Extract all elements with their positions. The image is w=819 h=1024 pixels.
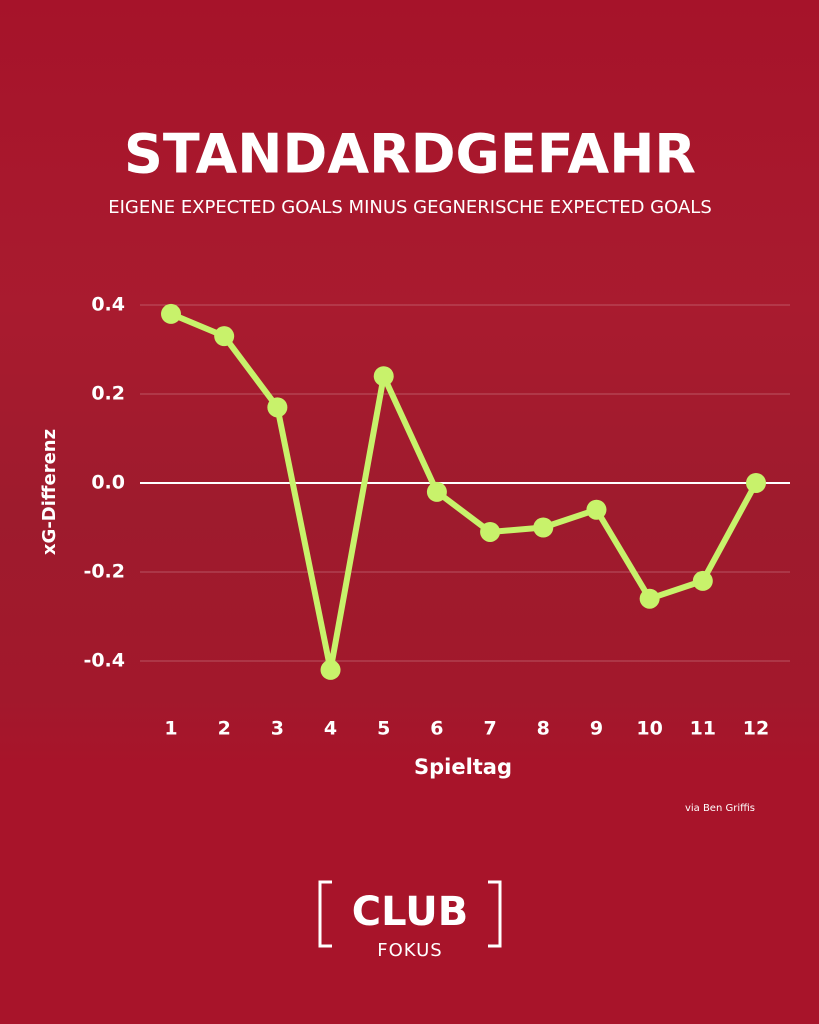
y-tick-label: 0.0 — [91, 472, 125, 494]
x-tick-label: 9 — [590, 718, 603, 740]
logo-text: CLUB — [352, 889, 468, 935]
x-axis-label: Spieltag — [414, 755, 512, 779]
data-point — [586, 499, 607, 520]
x-tick-label: 2 — [218, 718, 231, 740]
data-point — [267, 397, 288, 418]
x-tick-label: 11 — [690, 718, 716, 740]
y-tick-label: 0.2 — [91, 383, 125, 405]
x-tick-label: 3 — [271, 718, 284, 740]
data-point — [161, 303, 181, 324]
data-point — [533, 517, 554, 538]
data-point — [480, 521, 501, 542]
y-axis-label: xG-Differenz — [39, 429, 60, 555]
x-tick-label: 6 — [430, 718, 443, 740]
y-tick-label: 0.4 — [91, 294, 125, 316]
data-point — [373, 366, 394, 387]
logo-bracket — [488, 880, 502, 948]
x-tick-label: 4 — [324, 718, 337, 740]
data-point — [639, 588, 660, 609]
data-point — [214, 326, 235, 347]
chart-title: STANDARDGEFAHR — [124, 123, 696, 186]
x-tick-label: 1 — [164, 718, 177, 740]
logo-bracket — [318, 880, 332, 948]
y-tick-label: -0.2 — [83, 561, 125, 583]
source: via Ben Griffis — [685, 803, 755, 814]
x-tick-label: 12 — [743, 718, 769, 740]
data-point — [692, 570, 713, 591]
x-tick-label: 8 — [537, 718, 550, 740]
data-point — [426, 481, 447, 502]
x-tick-label: 10 — [636, 718, 662, 740]
chart-subtitle: EIGENE EXPECTED GOALS MINUS GEGNERISCHE … — [108, 197, 712, 218]
y-tick-label: -0.4 — [83, 650, 125, 672]
data-point — [320, 659, 341, 680]
x-tick-label: 7 — [483, 718, 496, 740]
logo — [318, 880, 502, 948]
logo-text: FOKUS — [377, 940, 442, 961]
data-point — [746, 473, 766, 493]
x-tick-label: 5 — [377, 718, 390, 740]
